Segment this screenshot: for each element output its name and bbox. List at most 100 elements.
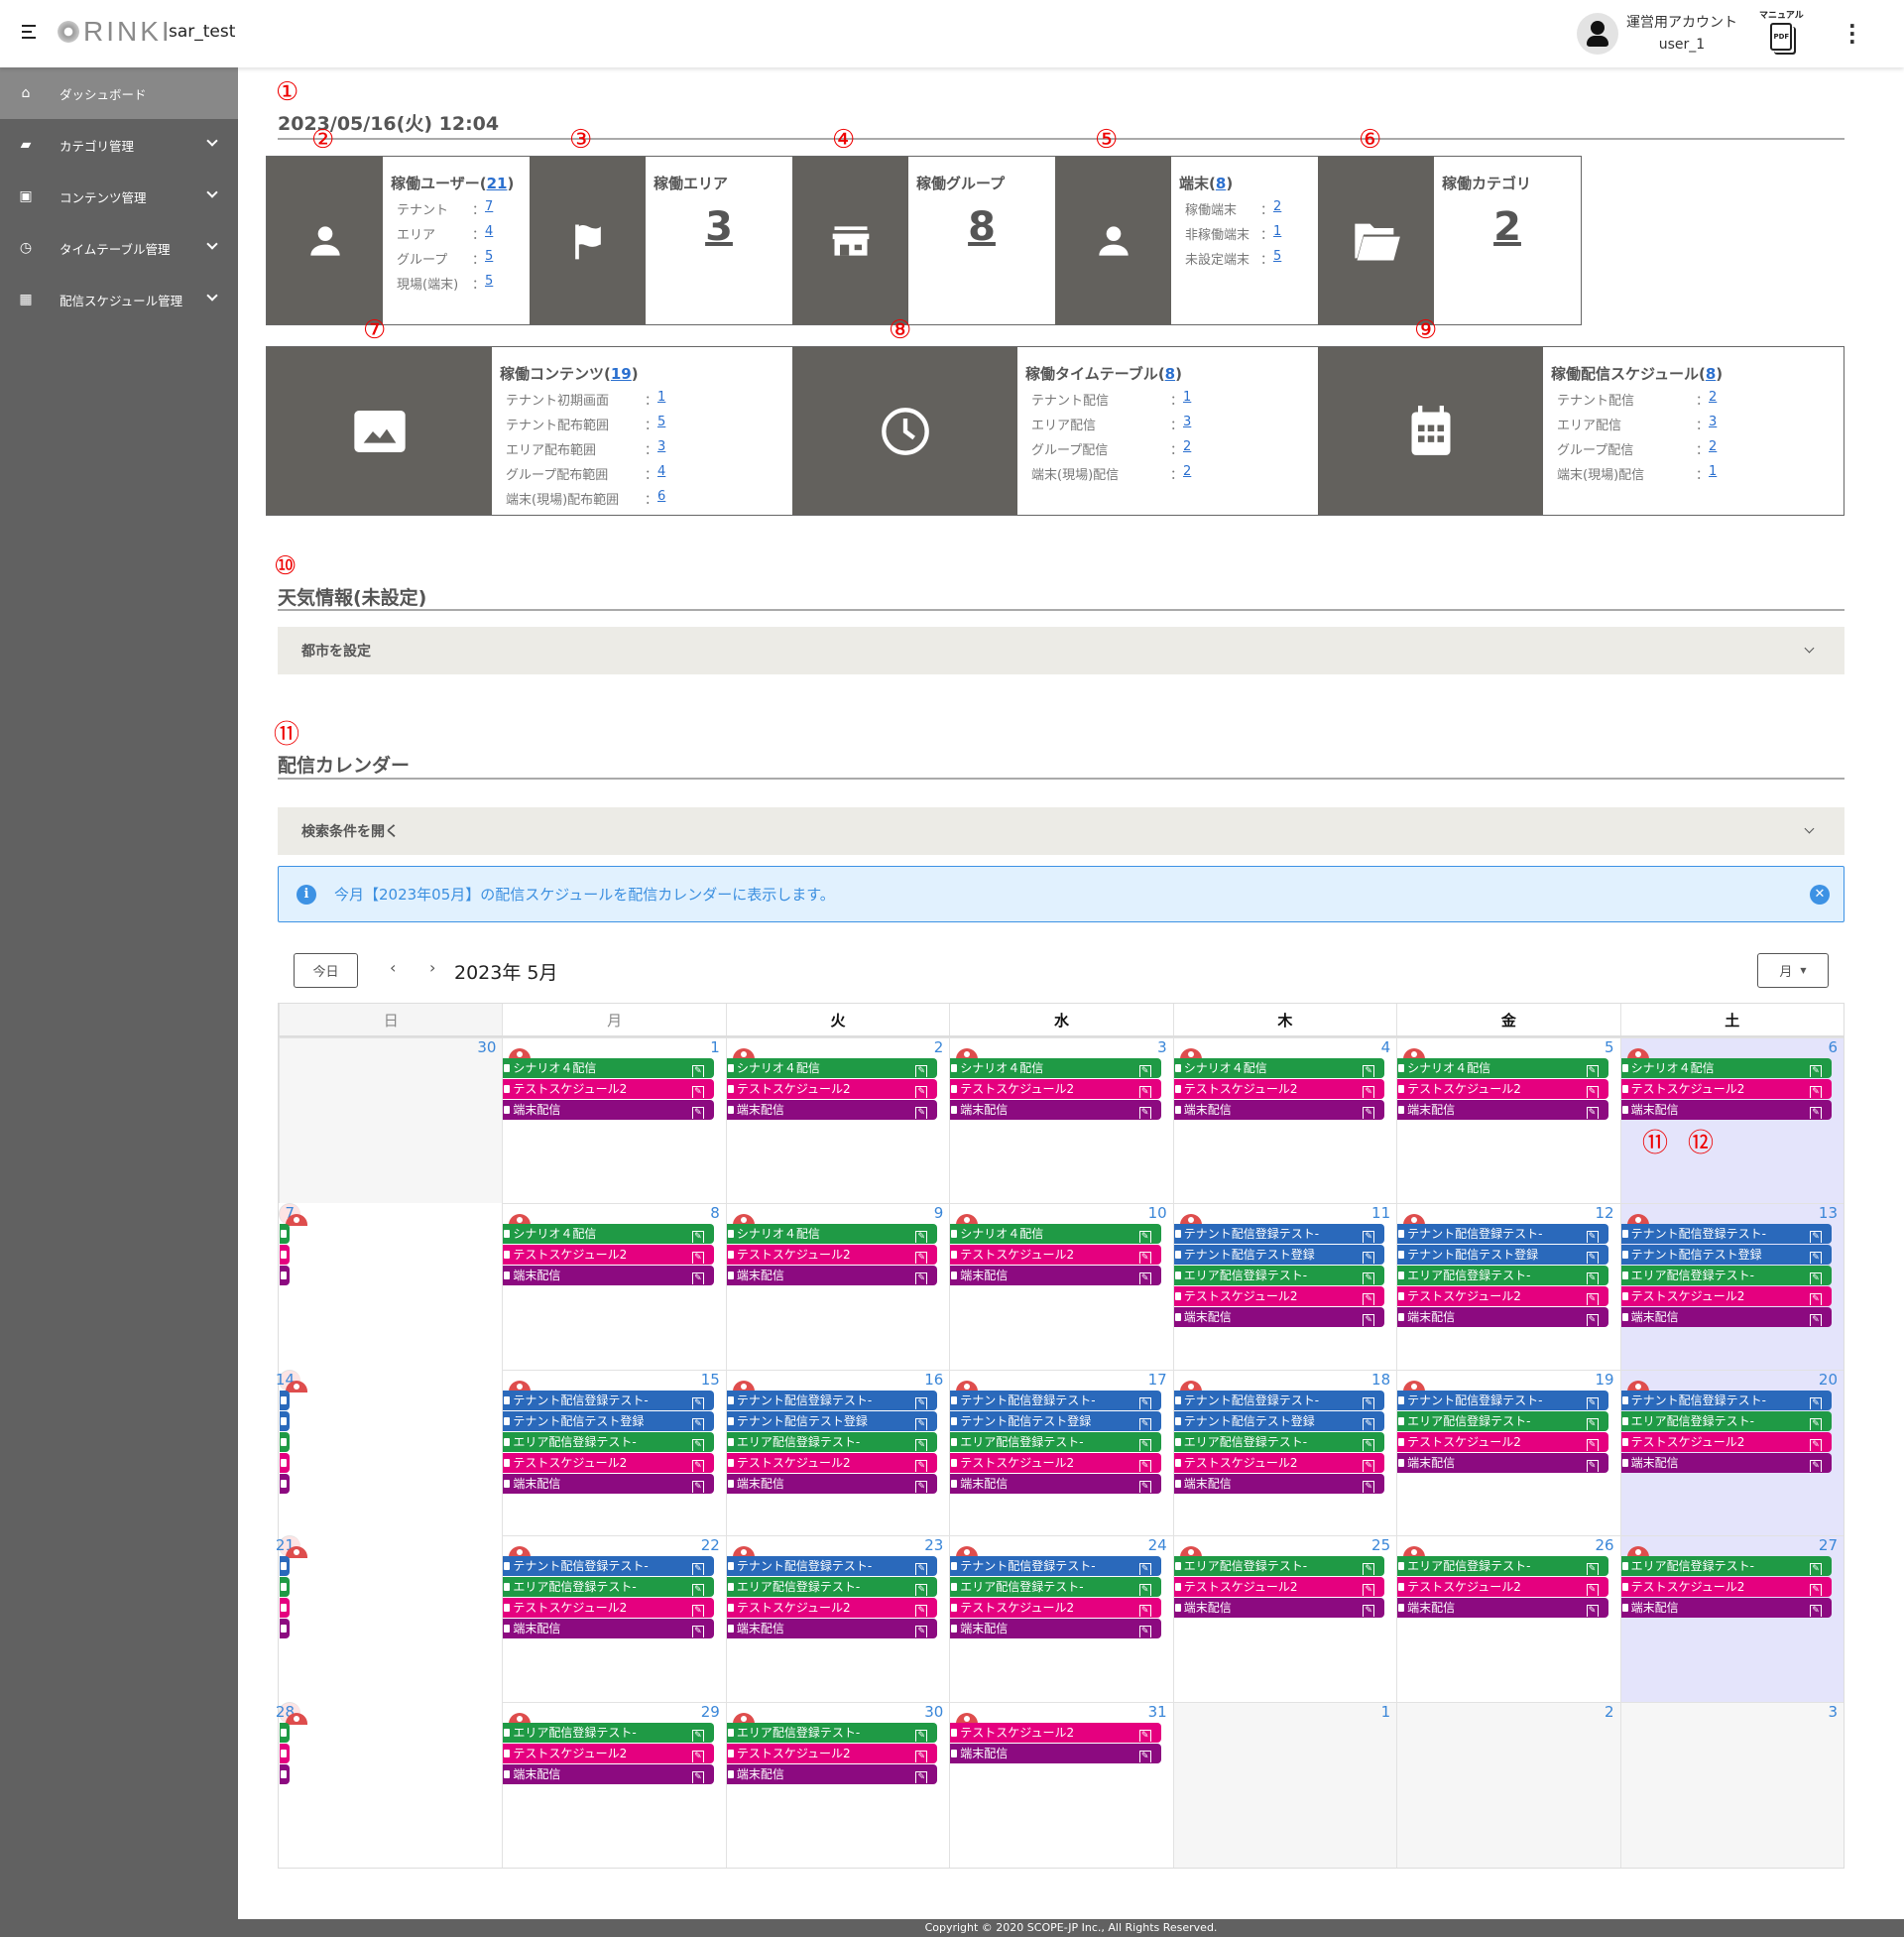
calendar-event[interactable]: エリア配信登録テスト- ✎ xyxy=(1173,1556,1385,1577)
calendar-event[interactable]: 端末配信✎ xyxy=(726,1266,938,1286)
calendar-event[interactable]: テナント配信登録テスト- ✎ xyxy=(726,1556,938,1577)
calendar-event[interactable]: テストスケジュール2 ✎ xyxy=(1620,1079,1832,1099)
menu-collapse-icon[interactable] xyxy=(22,24,42,40)
day-number-link[interactable]: 15 xyxy=(700,1370,720,1389)
stat-value-link[interactable]: 4 xyxy=(485,224,494,239)
edit-icon[interactable]: ✎ xyxy=(691,1417,704,1430)
calendar-event[interactable]: エリア配信登録テスト- ✎ xyxy=(1173,1266,1385,1286)
calendar-event[interactable]: テストスケジュール2 ✎ xyxy=(503,1452,714,1473)
calendar-event[interactable]: シナリオ４配信 ✎ xyxy=(1173,1058,1385,1078)
edit-icon[interactable]: ✎ xyxy=(1138,1584,1151,1597)
sidebar-item[interactable]: ▣ コンテンツ管理 xyxy=(0,171,238,222)
big-count-link[interactable]: 8 xyxy=(968,204,996,250)
calendar-day[interactable]: 13 テナント配信登録テスト- ✎ テナント配信テスト登録 ✎ エリア配信登録テスト- ✎ テ… xyxy=(1619,1203,1844,1370)
edit-icon[interactable]: ✎ xyxy=(915,1252,928,1265)
stat-value-link[interactable]: 1 xyxy=(1183,390,1192,405)
calendar-event[interactable]: シナリオ４配信 ✎ xyxy=(726,1058,938,1078)
edit-icon[interactable]: ✎ xyxy=(1363,1065,1375,1077)
edit-icon[interactable]: ✎ xyxy=(1586,1584,1599,1597)
edit-icon[interactable]: ✎ xyxy=(915,1107,928,1119)
edit-icon[interactable]: ✎ xyxy=(1586,1605,1599,1618)
calendar-day[interactable]: 30 xyxy=(279,1037,503,1204)
day-number-link[interactable]: 31 xyxy=(1147,1702,1167,1721)
calendar-event[interactable]: テストスケジュール2 ✎ xyxy=(950,1452,1161,1473)
edit-icon[interactable]: ✎ xyxy=(1810,1438,1822,1451)
stat-value-link[interactable]: 3 xyxy=(657,439,666,454)
edit-icon[interactable]: ✎ xyxy=(1810,1293,1822,1306)
calendar-event[interactable]: 端末配信✎ xyxy=(1173,1307,1385,1328)
calendar-event[interactable]: シナリオ４配信 ✎ xyxy=(950,1224,1161,1245)
edit-icon[interactable]: ✎ xyxy=(1586,1396,1599,1409)
edit-icon[interactable]: ✎ xyxy=(1810,1086,1822,1098)
calendar-event[interactable]: テストスケジュール2 ✎ xyxy=(726,1598,938,1619)
day-number-link[interactable]: 1 xyxy=(1380,1702,1391,1721)
calendar-day[interactable]: 25 エリア配信登録テスト- ✎ テストスケジュール2 ✎ 端末配信 ✎ xyxy=(1172,1535,1397,1702)
calendar-event[interactable]: テストスケジュール2 ✎ xyxy=(1397,1286,1608,1307)
calendar-event[interactable]: テナント配信テスト登録✎ xyxy=(1397,1245,1608,1266)
stat-value-link[interactable]: 5 xyxy=(1273,249,1282,264)
calendar-event[interactable]: テナント配信登録テスト- ✎ xyxy=(950,1390,1161,1410)
calendar-day[interactable]: 3 xyxy=(1619,1701,1844,1868)
calendar-event[interactable]: テストスケジュール2 ✎ xyxy=(1173,1079,1385,1099)
edit-icon[interactable]: ✎ xyxy=(691,1272,704,1285)
day-number-link[interactable]: 13 xyxy=(1818,1204,1838,1223)
calendar-event[interactable]: テナント配信登録テスト- ✎ xyxy=(1620,1224,1832,1245)
calendar-day[interactable]: 21テナント配信登録テスト-✎エリア配信登録テスト-✎テストスケジュール2✎端末… xyxy=(276,1535,307,1639)
calendar-day[interactable]: 18 テナント配信登録テスト- ✎ テナント配信テスト登録 ✎ エリア配信登録テスト- ✎ テ… xyxy=(1172,1369,1397,1536)
stat-value-link[interactable]: 7 xyxy=(485,199,494,214)
calendar-event[interactable]: テナント配信テスト登録✎ xyxy=(280,1410,290,1431)
stat-value-link[interactable]: 2 xyxy=(1709,390,1718,405)
calendar-event[interactable]: テストスケジュール2 ✎ xyxy=(1173,1577,1385,1598)
edit-icon[interactable]: ✎ xyxy=(915,1770,928,1783)
day-number-link[interactable]: 3 xyxy=(1828,1702,1838,1721)
edit-icon[interactable]: ✎ xyxy=(1810,1417,1822,1430)
calendar-event[interactable]: テストスケジュール2 ✎ xyxy=(950,1245,1161,1266)
calendar-day[interactable]: 11 テナント配信登録テスト- ✎ テナント配信テスト登録 ✎ エリア配信登録テスト- ✎ テ… xyxy=(1172,1203,1397,1370)
calendar-event[interactable]: 端末配信✎ xyxy=(503,1619,714,1639)
edit-icon[interactable]: ✎ xyxy=(1363,1314,1375,1327)
calendar-event[interactable]: テナント配信登録テスト- ✎ xyxy=(503,1556,714,1577)
edit-icon[interactable]: ✎ xyxy=(691,1605,704,1618)
calendar-day[interactable]: 5 シナリオ４配信 ✎ テストスケジュール2 ✎ 端末配信 ✎ xyxy=(1396,1037,1620,1204)
sidebar-item[interactable]: ⌂ ダッシュボード xyxy=(0,67,238,119)
calendar-event[interactable]: シナリオ４配信 ✎ xyxy=(950,1058,1161,1078)
day-number-link[interactable]: 6 xyxy=(1828,1038,1838,1056)
sidebar-item[interactable]: ▦ 配信スケジュール管理 xyxy=(0,274,238,325)
day-number-link[interactable]: 1 xyxy=(710,1038,720,1056)
edit-icon[interactable]: ✎ xyxy=(1363,1438,1375,1451)
calendar-event[interactable]: 端末配信✎ xyxy=(950,1619,1161,1639)
edit-icon[interactable]: ✎ xyxy=(915,1584,928,1597)
stat-value-link[interactable]: 1 xyxy=(1709,464,1718,479)
edit-icon[interactable]: ✎ xyxy=(1586,1252,1599,1265)
day-number-link[interactable]: 9 xyxy=(933,1204,944,1223)
calendar-event[interactable]: 端末配信✎ xyxy=(950,1266,1161,1286)
calendar-event[interactable]: 端末配信✎ xyxy=(280,1473,290,1494)
edit-icon[interactable]: ✎ xyxy=(691,1563,704,1576)
calendar-event[interactable]: シナリオ４配信 ✎ xyxy=(503,1224,714,1245)
edit-icon[interactable]: ✎ xyxy=(1363,1272,1375,1285)
calendar-day[interactable]: 4 シナリオ４配信 ✎ テストスケジュール2 ✎ 端末配信 ✎ xyxy=(1172,1037,1397,1204)
day-number-link[interactable]: 26 xyxy=(1595,1536,1614,1555)
edit-icon[interactable]: ✎ xyxy=(1138,1272,1151,1285)
edit-icon[interactable]: ✎ xyxy=(691,1770,704,1783)
edit-icon[interactable]: ✎ xyxy=(1363,1107,1375,1119)
calendar-day[interactable]: 31 テストスケジュール2 ✎ 端末配信 ✎ xyxy=(949,1701,1173,1868)
calendar-event[interactable]: エリア配信登録テスト- ✎ xyxy=(1620,1556,1832,1577)
day-number-link[interactable]: 11 xyxy=(1371,1204,1391,1223)
calendar-event[interactable]: テナント配信テスト登録✎ xyxy=(1173,1410,1385,1431)
next-month-button[interactable]: › xyxy=(429,958,436,977)
day-number-link[interactable]: 23 xyxy=(924,1536,944,1555)
edit-icon[interactable]: ✎ xyxy=(691,1396,704,1409)
calendar-day[interactable]: 2 xyxy=(1396,1701,1620,1868)
big-count-link[interactable]: 3 xyxy=(705,204,733,250)
edit-icon[interactable]: ✎ xyxy=(915,1231,928,1244)
calendar-event[interactable]: 端末配信✎ xyxy=(726,1100,938,1120)
calendar-event[interactable]: テストスケジュール2 ✎ xyxy=(1397,1431,1608,1452)
calendar-event[interactable]: シナリオ４配信 ✎ xyxy=(1620,1058,1832,1078)
edit-icon[interactable]: ✎ xyxy=(1138,1065,1151,1077)
edit-icon[interactable]: ✎ xyxy=(691,1729,704,1742)
calendar-event[interactable]: テストスケジュール2 ✎ xyxy=(1173,1286,1385,1307)
calendar-event[interactable]: 端末配信✎ xyxy=(1620,1100,1832,1120)
day-number-link[interactable]: 17 xyxy=(1147,1370,1167,1389)
edit-icon[interactable]: ✎ xyxy=(915,1480,928,1493)
